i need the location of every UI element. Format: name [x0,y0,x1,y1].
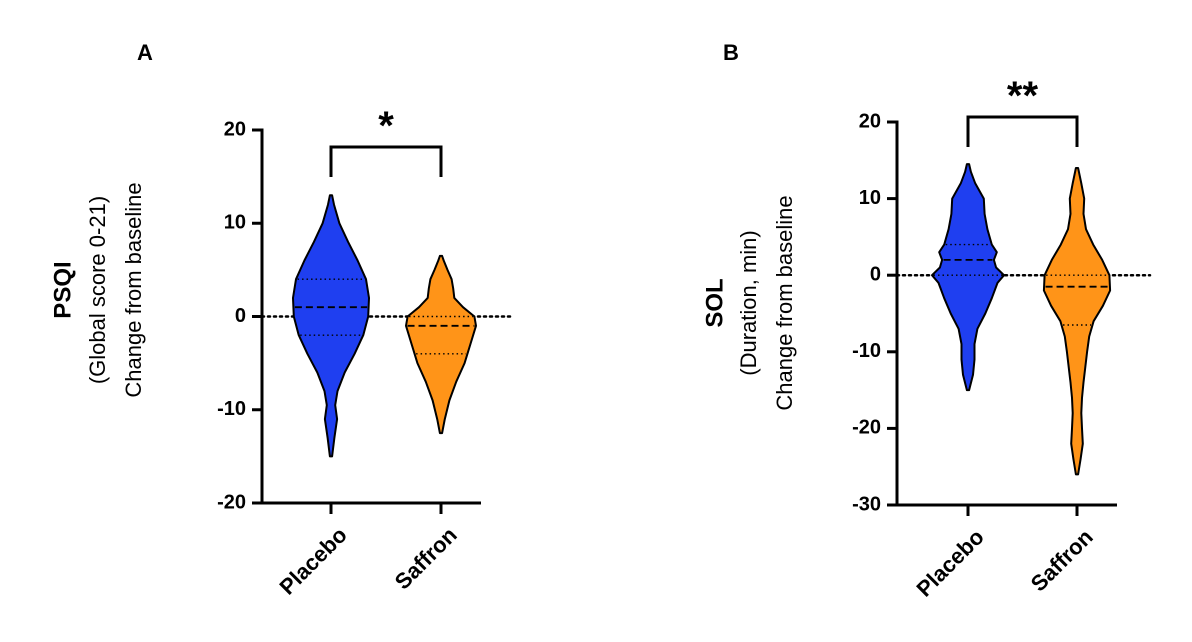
violin-placebo [292,194,370,458]
y-tick-label: 0 [870,263,881,285]
x-category-label-placebo: Placebo [912,524,989,601]
x-category-label-saffron: Saffron [1026,524,1098,596]
x-axis: Placebo Saffron [895,503,1117,602]
y-axis-title-line-3: Change from baseline [772,195,797,410]
panel-label: B [723,40,739,65]
y-axis-title-line-2: (Global score 0-21) [85,196,110,384]
y-tick-label: 20 [859,110,881,132]
x-category-label-placebo: Placebo [275,522,352,599]
significance-bracket: ** [966,74,1079,147]
y-axis-title-line-1: SOL [701,278,728,327]
bracket-line [329,145,443,177]
violin-body [931,163,1005,392]
violin-body [405,254,477,435]
x-category-label-saffron: Saffron [390,522,462,594]
panel-a: A PSQI (Global score 0-21) Change from base… [49,40,514,600]
panel-b: B SOL (Duration, min) Change from baseline 2… [701,40,1152,602]
x-axis: Placebo Saffron [260,501,481,600]
significance-label: ** [1007,74,1039,118]
violin-body [1042,167,1112,476]
y-axis: 20 10 0 -10 -20 [217,118,264,513]
violin-saffron [405,254,477,435]
y-tick-label: -10 [217,398,246,420]
y-tick-label: 10 [224,212,246,234]
y-axis: 20 10 0 -10 -20 -30 [852,110,899,515]
significance-bracket: * [329,104,443,177]
y-tick-label: 0 [235,305,246,327]
y-tick-label: -30 [852,493,881,515]
violin-body [292,194,370,458]
y-axis-title-line-1: PSQI [49,261,76,318]
panel-label: A [137,40,153,65]
significance-label: * [378,104,394,148]
bracket-line [966,115,1079,147]
y-axis-title-line-3: Change from baseline [121,182,146,397]
y-axis-title-line-2: (Duration, min) [736,230,761,375]
y-tick-label: 10 [859,187,881,209]
y-tick-label: -20 [217,491,246,513]
violin-saffron [1042,167,1112,476]
y-tick-label: 20 [224,118,246,140]
y-tick-label: -10 [852,340,881,362]
y-tick-label: -20 [852,417,881,439]
violin-placebo [931,163,1005,392]
